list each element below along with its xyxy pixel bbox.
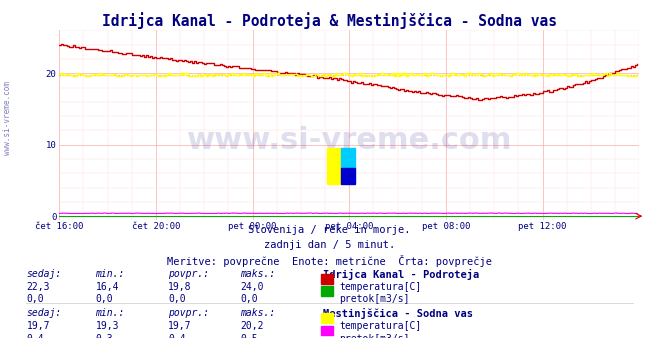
Text: maks.:: maks.: [241, 269, 275, 279]
Text: min.:: min.: [96, 308, 125, 318]
Text: Meritve: povprečne  Enote: metrične  Črta: povprečje: Meritve: povprečne Enote: metrične Črta:… [167, 255, 492, 267]
Text: www.si-vreme.com: www.si-vreme.com [186, 126, 512, 155]
Text: pretok[m3/s]: pretok[m3/s] [339, 334, 410, 338]
Text: temperatura[C]: temperatura[C] [339, 282, 422, 292]
Text: Idrijca Kanal - Podroteja & Mestinjščica - Sodna vas: Idrijca Kanal - Podroteja & Mestinjščica… [102, 12, 557, 29]
Text: 16,4: 16,4 [96, 282, 119, 292]
Text: povpr.:: povpr.: [168, 308, 209, 318]
Text: maks.:: maks.: [241, 308, 275, 318]
Text: 19,7: 19,7 [26, 321, 50, 331]
Text: 22,3: 22,3 [26, 282, 50, 292]
Text: 0,3: 0,3 [96, 334, 113, 338]
Text: 0,5: 0,5 [241, 334, 258, 338]
Text: povpr.:: povpr.: [168, 269, 209, 279]
Text: pretok[m3/s]: pretok[m3/s] [339, 294, 410, 304]
Bar [341, 148, 355, 168]
Bar [341, 168, 355, 184]
Text: 19,3: 19,3 [96, 321, 119, 331]
Text: temperatura[C]: temperatura[C] [339, 321, 422, 331]
Text: Idrijca Kanal - Podroteja: Idrijca Kanal - Podroteja [323, 269, 479, 280]
Text: 19,8: 19,8 [168, 282, 192, 292]
Text: sedaj:: sedaj: [26, 269, 61, 279]
Text: zadnji dan / 5 minut.: zadnji dan / 5 minut. [264, 240, 395, 250]
Text: 0,0: 0,0 [168, 294, 186, 304]
Bar [327, 148, 341, 184]
Text: 0,0: 0,0 [241, 294, 258, 304]
Text: www.si-vreme.com: www.si-vreme.com [3, 81, 13, 155]
Text: 0,4: 0,4 [26, 334, 44, 338]
Text: sedaj:: sedaj: [26, 308, 61, 318]
Text: Slovenija / reke in morje.: Slovenija / reke in morje. [248, 225, 411, 235]
Text: min.:: min.: [96, 269, 125, 279]
Text: 0,0: 0,0 [96, 294, 113, 304]
Text: 19,7: 19,7 [168, 321, 192, 331]
Text: 0,0: 0,0 [26, 294, 44, 304]
Text: 0,4: 0,4 [168, 334, 186, 338]
Text: Mestinjščica - Sodna vas: Mestinjščica - Sodna vas [323, 308, 473, 319]
Text: 20,2: 20,2 [241, 321, 264, 331]
Text: 24,0: 24,0 [241, 282, 264, 292]
